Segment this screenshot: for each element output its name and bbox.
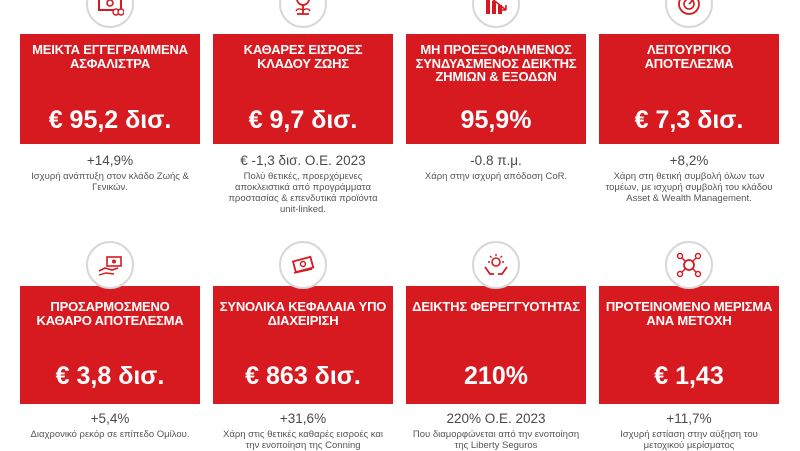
hands-shield-icon xyxy=(472,241,520,289)
kpi-change: +5,4% xyxy=(90,411,130,426)
kpi-note: Ισχυρή ανάπτυξη στον κλάδο Ζωής & Γενικώ… xyxy=(31,171,189,193)
kpi-red-box: ΔΕΙΚΤΗΣ ΦΕΡΕΓΓΥΟΤΗΤΑΣ 210% xyxy=(406,286,586,404)
bar-chart-down-icon xyxy=(472,0,520,28)
kpi-change: +8,2% xyxy=(669,153,709,168)
kpi-title: ΜΕΙΚΤΑ ΕΓΓΕΓΡΑΜΜΕΝΑ ΑΣΦΑΛΙΣΤΡΑ xyxy=(32,42,188,71)
kpi-value: € 9,7 δισ. xyxy=(248,106,358,134)
kpi-value: € 863 δισ. xyxy=(245,362,361,390)
kpi-title: ΛΕΙΤΟΥΡΓΙΚΟ ΑΠΟΤΕΛΕΣΜΑ xyxy=(644,42,734,71)
kpi-title: ΔΕΙΚΤΗΣ ΦΕΡΕΓΓΥΟΤΗΤΑΣ xyxy=(412,299,580,314)
kpi-title: ΜΗ ΠΡΟΕΞΟΦΛΗΜΕΝΟΣ ΣΥΝΔΥΑΣΜΕΝΟΣ ΔΕΙΚΤΗΣ Ζ… xyxy=(415,42,577,84)
kpi-value: € 3,8 δισ. xyxy=(55,362,165,390)
kpi-value: € 95,2 δισ. xyxy=(48,106,172,134)
kpi-title: ΚΑΘΑΡΕΣ ΕΙΣΡΟΕΣ ΚΛΑΔΟΥ ΖΩΗΣ xyxy=(243,42,363,71)
kpi-title: ΠΡΟΤΕΙΝΟΜΕΝΟ ΜΕΡΙΣΜΑ ΑΝΑ ΜΕΤΟΧΗ xyxy=(605,299,773,328)
kpi-red-box: ΜΗ ΠΡΟΕΞΟΦΛΗΜΕΝΟΣ ΣΥΝΔΥΑΣΜΕΝΟΣ ΔΕΙΚΤΗΣ Ζ… xyxy=(406,34,586,144)
target-coin-icon xyxy=(665,0,713,28)
kpi-change: 220% Ο.Ε. 2023 xyxy=(446,411,546,426)
kpi-change: +14,9% xyxy=(86,153,134,168)
kpi-red-box: ΜΕΙΚΤΑ ΕΓΓΕΓΡΑΜΜΕΝΑ ΑΣΦΑΛΙΣΤΡΑ € 95,2 δι… xyxy=(20,34,200,144)
kpi-change: +11,7% xyxy=(666,411,712,426)
kpi-value: € 1,43 xyxy=(654,362,724,390)
kpi-change: € -1,3 δισ. Ο.Ε. 2023 xyxy=(240,153,366,168)
kpi-change: -0.8 π.μ. xyxy=(470,153,522,168)
kpi-value: 210% xyxy=(464,362,528,390)
kpi-note: Χάρη στην ισχυρή απόδοση CoR. xyxy=(424,171,568,182)
kpi-title: ΠΡΟΣΑΡΜΟΣΜΕΝΟ ΚΑΘΑΡΟ ΑΠΟΤΕΛΕΣΜΑ xyxy=(36,299,184,328)
hand-cash-icon xyxy=(86,241,134,289)
kpi-red-box: ΣΥΝΟΛΙΚΑ ΚΕΦΑΛΑΙΑ ΥΠΟ ΔΙΑΧΕΙΡΙΣΗ € 863 δ… xyxy=(213,286,393,404)
kpi-value: 95,9% xyxy=(460,106,532,134)
kpi-title: ΣΥΝΟΛΙΚΑ ΚΕΦΑΛΑΙΑ ΥΠΟ ΔΙΑΧΕΙΡΙΣΗ xyxy=(219,299,387,328)
coin-network-icon xyxy=(665,241,713,289)
kpi-note: Ισχυρή εστίαση στην αύξηση του μετοχικού… xyxy=(620,429,758,451)
kpi-value: € 7,3 δισ. xyxy=(634,106,744,134)
kpi-red-box: ΠΡΟΤΕΙΝΟΜΕΝΟ ΜΕΡΙΣΜΑ ΑΝΑ ΜΕΤΟΧΗ € 1,43 xyxy=(599,286,779,404)
kpi-red-box: ΛΕΙΤΟΥΡΓΙΚΟ ΑΠΟΤΕΛΕΣΜΑ € 7,3 δισ. xyxy=(599,34,779,144)
kpi-note: Που διαμορφώνεται από την ενοποίηση της … xyxy=(412,429,580,451)
cash-stack-icon xyxy=(279,241,327,289)
kpi-note: Διαχρονικό ρεκόρ σε επίπεδο Ομίλου. xyxy=(30,429,190,440)
kpi-red-box: ΠΡΟΣΑΡΜΟΣΜΕΝΟ ΚΑΘΑΡΟ ΑΠΟΤΕΛΕΣΜΑ € 3,8 δι… xyxy=(20,286,200,404)
money-icon xyxy=(86,0,134,28)
kpi-red-box: ΚΑΘΑΡΕΣ ΕΙΣΡΟΕΣ ΚΛΑΔΟΥ ΖΩΗΣ € 9,7 δισ. xyxy=(213,34,393,144)
kpi-change: +31,6% xyxy=(279,411,327,426)
plant-coin-icon xyxy=(279,0,327,28)
kpi-note: Χάρη στις θετικές καθαρές εισροές και τη… xyxy=(222,429,384,451)
kpi-note: Χάρη στη θετική συμβολή όλων των τομέων,… xyxy=(605,171,773,204)
kpi-note: Πολύ θετικές, προερχόμενες αποκλειστικά … xyxy=(228,171,378,215)
